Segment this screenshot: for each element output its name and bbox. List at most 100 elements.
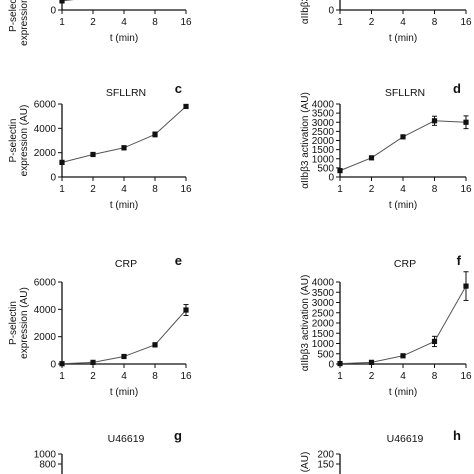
x-tick-label: 8 [432, 184, 438, 195]
x-tick-label: 4 [121, 371, 127, 382]
x-tick-label: 2 [369, 17, 375, 28]
y-tick-label: 0 [50, 360, 56, 371]
x-axis-label: t (min) [110, 387, 138, 398]
data-point [431, 338, 438, 345]
x-tick-label: 4 [400, 371, 406, 382]
y-tick-label: 2500 [312, 308, 335, 319]
y-tick-label: 4000 [312, 100, 335, 111]
panel-title: U46619 [387, 433, 424, 445]
y-tick-label: 0 [328, 360, 334, 371]
data-point [337, 168, 343, 174]
y-tick-label: 500 [317, 349, 334, 360]
data-point [59, 361, 65, 367]
y-tick-label: 1500 [312, 145, 335, 156]
data-point [431, 118, 438, 124]
x-tick-label: 8 [152, 371, 158, 382]
y-tick-label: 3500 [312, 109, 335, 120]
x-tick-label: 1 [337, 17, 343, 28]
data-point [400, 134, 406, 140]
y-tick-label: 0 [50, 173, 56, 184]
x-tick-label: 1 [59, 17, 65, 28]
panel-letter: e [175, 253, 182, 268]
x-tick-label: 16 [180, 371, 192, 382]
y-axis-label: αIIbβ3 activation (AU) [300, 275, 311, 372]
y-axis-label: expression (AU) [19, 287, 30, 359]
series-line [339, 285, 467, 365]
y-tick-label: 0 [328, 173, 334, 184]
y-axis-label: expression (AU) [19, 105, 30, 177]
y-tick-label: 4000 [34, 124, 57, 135]
data-point [152, 131, 158, 138]
x-tick-label: 4 [121, 17, 127, 28]
y-tick-label: 2000 [34, 332, 57, 343]
data-point [121, 145, 127, 151]
x-tick-label: 2 [90, 17, 96, 28]
y-tick-label: 3500 [312, 288, 335, 299]
x-tick-label: 8 [432, 371, 438, 382]
x-axis-label: t (min) [389, 33, 417, 44]
y-tick-label: 1000 [34, 450, 57, 461]
panel-letter: h [453, 428, 461, 443]
y-axis-label: αIIbβ3 activation (AU) [300, 92, 311, 189]
data-point [152, 342, 158, 348]
x-axis-label: t (min) [110, 33, 138, 44]
series-line [61, 106, 187, 163]
x-tick-label: 16 [460, 184, 472, 195]
x-tick-label: 8 [152, 184, 158, 195]
x-tick-label: 2 [90, 371, 96, 382]
data-point [337, 360, 343, 367]
x-tick-label: 16 [460, 371, 472, 382]
x-tick-label: 16 [180, 17, 192, 28]
panel-title: CRP [394, 258, 416, 270]
y-tick-label: 800 [39, 460, 56, 471]
panel-title: SFLLRN [385, 87, 425, 99]
y-axis-label: P-selectin [8, 0, 19, 32]
data-point [59, 0, 65, 4]
y-tick-label: 0 [328, 6, 334, 17]
x-tick-label: 8 [152, 17, 158, 28]
x-tick-label: 4 [400, 184, 406, 195]
x-tick-label: 1 [59, 184, 65, 195]
x-axis-label: t (min) [389, 387, 417, 398]
x-tick-label: 1 [59, 371, 65, 382]
y-tick-label: 2000 [312, 136, 335, 147]
panel-title: U46619 [108, 433, 145, 445]
y-tick-label: 6000 [34, 278, 57, 289]
y-tick-label: 3000 [312, 118, 335, 129]
y-tick-label: 0 [50, 6, 56, 17]
data-point [183, 103, 189, 110]
x-tick-label: 2 [369, 371, 375, 382]
y-tick-label: 4000 [34, 305, 57, 316]
data-point [400, 353, 406, 359]
series-line [61, 0, 75, 2]
data-point [183, 307, 189, 313]
y-tick-label: 2500 [312, 127, 335, 138]
x-tick-label: 16 [180, 184, 192, 195]
data-point [463, 283, 469, 289]
y-axis-label: P-selectin [8, 301, 19, 345]
series-line [339, 120, 467, 172]
data-point [463, 119, 469, 125]
x-tick-label: 2 [369, 184, 375, 195]
y-tick-label: 200 [317, 450, 334, 461]
y-axis-label: (AU) [300, 452, 311, 473]
y-axis-label: expression (AU) [19, 0, 30, 46]
data-point [121, 353, 127, 360]
y-axis-label: αIIbβ3 [300, 0, 311, 24]
y-tick-label: 4000 [312, 278, 335, 289]
y-tick-label: 500 [317, 163, 334, 174]
panel-title: SFLLRN [106, 87, 146, 99]
x-tick-label: 2 [90, 184, 96, 195]
panel-letter: c [175, 81, 182, 96]
panel-letter: f [457, 253, 462, 268]
x-tick-label: 1 [337, 184, 343, 195]
y-tick-label: 1000 [312, 154, 335, 165]
y-tick-label: 2000 [312, 319, 335, 330]
x-tick-label: 16 [460, 17, 472, 28]
y-tick-label: 6000 [34, 100, 57, 111]
panel-letter: g [174, 428, 182, 443]
x-tick-label: 1 [337, 371, 343, 382]
panel-letter: d [453, 81, 461, 96]
data-point [90, 359, 96, 365]
